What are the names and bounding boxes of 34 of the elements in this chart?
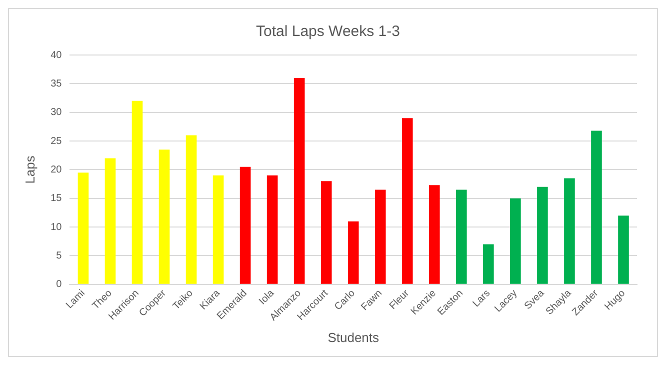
x-tick-label: Lars: [470, 288, 492, 310]
bar: [564, 178, 575, 284]
y-tick-label: 30: [50, 107, 62, 118]
bar: [158, 150, 170, 284]
y-axis-title: Laps: [22, 155, 38, 184]
y-tick-label: 10: [50, 222, 62, 233]
bar: [294, 78, 305, 284]
bar: [537, 186, 548, 284]
bar: [402, 118, 413, 284]
bar: [132, 100, 143, 284]
bar: [510, 198, 521, 284]
y-tick-label: 5: [56, 250, 62, 262]
chart-title: Total Laps Weeks 1-3: [256, 23, 400, 40]
bar: [320, 181, 332, 284]
y-tick-label: 25: [50, 136, 62, 147]
bar: [240, 166, 251, 284]
bar: [348, 221, 359, 284]
bar: [78, 172, 89, 284]
bar: [591, 130, 602, 284]
y-tick-label: 0: [56, 279, 62, 290]
bar: [266, 175, 278, 284]
bar: [374, 190, 386, 284]
y-tick-label: 40: [50, 50, 62, 61]
y-tick-label: 15: [50, 193, 62, 204]
y-tick-label: 35: [50, 78, 62, 90]
bar: [456, 190, 467, 284]
bar: [212, 175, 224, 284]
bar: [429, 185, 440, 284]
y-tick-label: 20: [50, 164, 62, 176]
bar: [186, 135, 197, 284]
bar: [618, 216, 629, 284]
bar: [483, 244, 494, 284]
bar: [104, 158, 116, 284]
x-axis-title: Students: [328, 330, 380, 345]
